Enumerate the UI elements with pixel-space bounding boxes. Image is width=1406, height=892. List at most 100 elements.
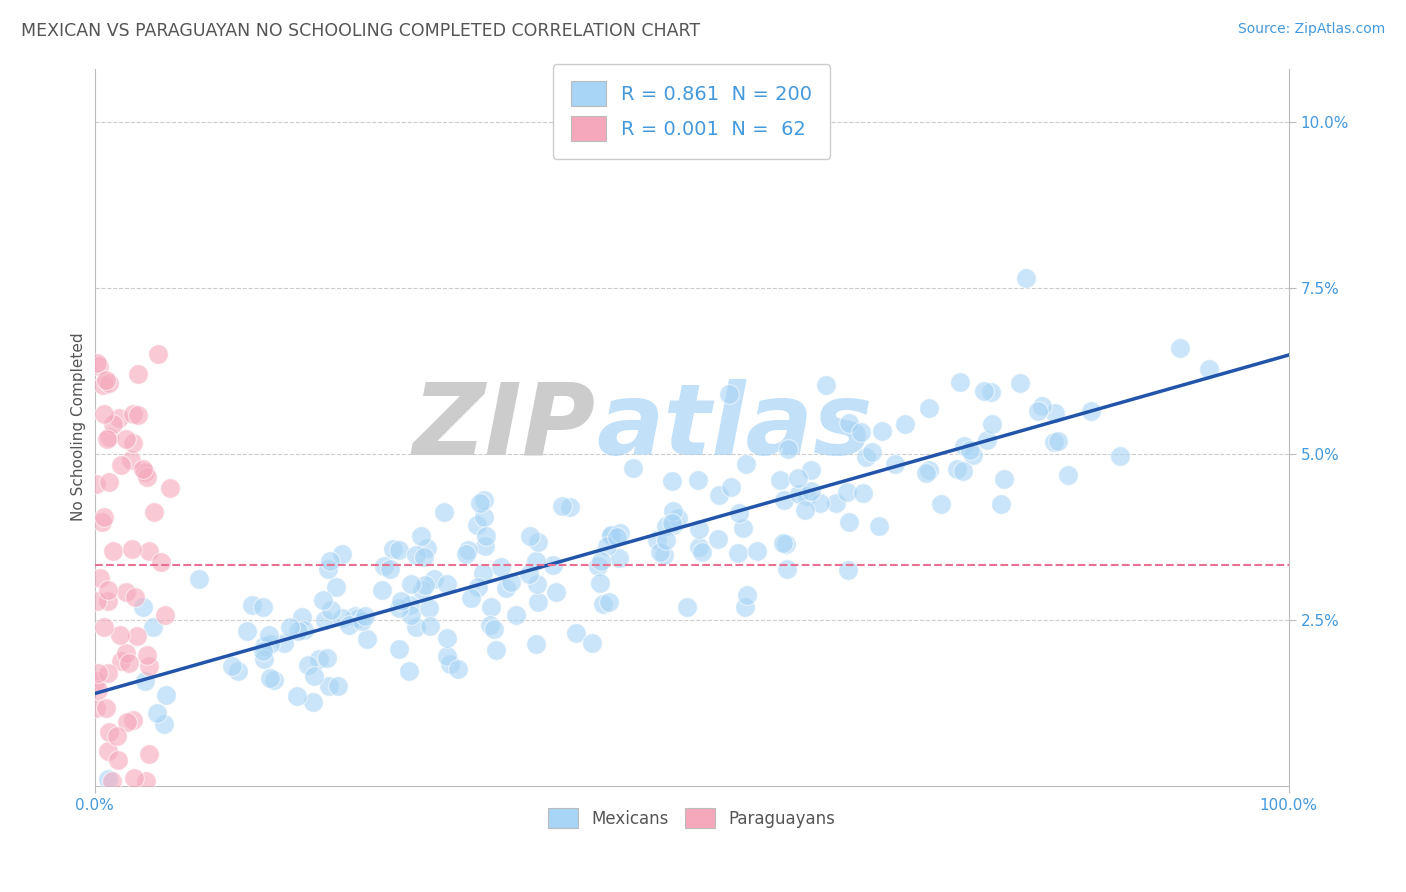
Point <box>388 642 411 657</box>
Point <box>526 577 548 591</box>
Point <box>252 643 274 657</box>
Point <box>478 617 501 632</box>
Point <box>98 430 121 444</box>
Legend: Mexicans, Paraguayans: Mexicans, Paraguayans <box>541 801 842 835</box>
Point <box>259 671 281 685</box>
Point <box>465 517 488 532</box>
Point <box>565 626 588 640</box>
Point <box>291 610 314 624</box>
Point <box>546 585 568 599</box>
Point <box>1031 399 1053 413</box>
Point <box>652 549 675 563</box>
Point <box>253 652 276 666</box>
Point <box>654 533 676 547</box>
Point <box>661 516 683 530</box>
Point <box>475 528 498 542</box>
Point <box>655 519 678 533</box>
Point <box>648 545 671 559</box>
Point <box>389 594 412 608</box>
Point <box>524 637 547 651</box>
Point <box>273 636 295 650</box>
Point <box>110 654 132 668</box>
Point <box>734 599 756 614</box>
Point <box>118 656 141 670</box>
Point <box>352 615 374 629</box>
Y-axis label: No Schooling Completed: No Schooling Completed <box>72 333 86 522</box>
Point <box>868 518 890 533</box>
Point <box>388 543 411 558</box>
Point <box>381 541 404 556</box>
Point <box>405 620 427 634</box>
Point <box>87 666 110 681</box>
Point <box>796 489 818 503</box>
Point <box>581 636 603 650</box>
Point <box>326 679 349 693</box>
Point <box>97 594 120 608</box>
Point <box>914 466 936 480</box>
Point <box>1057 467 1080 482</box>
Point <box>773 492 796 507</box>
Point <box>373 559 395 574</box>
Point <box>411 528 433 542</box>
Point <box>117 715 139 730</box>
Point <box>980 384 1002 399</box>
Point <box>591 554 613 568</box>
Point <box>353 608 375 623</box>
Point <box>236 624 259 639</box>
Point <box>330 547 353 561</box>
Point <box>474 539 496 553</box>
Point <box>315 651 337 665</box>
Point <box>388 601 411 615</box>
Point <box>917 463 939 477</box>
Point <box>527 535 550 549</box>
Point <box>980 417 1002 431</box>
Point <box>89 571 111 585</box>
Point <box>837 563 859 577</box>
Point <box>825 496 848 510</box>
Point <box>707 532 730 546</box>
Point <box>122 713 145 727</box>
Point <box>135 774 157 789</box>
Point <box>524 554 547 568</box>
Point <box>647 533 669 547</box>
Point <box>495 581 517 595</box>
Point <box>1026 404 1049 418</box>
Point <box>883 458 905 472</box>
Point <box>733 521 755 535</box>
Point <box>747 544 769 558</box>
Point <box>707 488 730 502</box>
Point <box>314 613 336 627</box>
Point <box>1047 434 1070 448</box>
Point <box>609 526 631 541</box>
Point <box>621 461 644 475</box>
Point <box>259 637 281 651</box>
Point <box>405 548 427 562</box>
Point <box>252 599 274 614</box>
Point <box>598 595 620 609</box>
Point <box>436 576 458 591</box>
Point <box>226 665 249 679</box>
Point <box>188 572 211 586</box>
Point <box>319 554 342 568</box>
Point <box>849 425 872 440</box>
Point <box>456 547 478 561</box>
Point <box>1043 435 1066 450</box>
Point <box>124 590 146 604</box>
Point <box>344 609 367 624</box>
Point <box>347 611 370 625</box>
Point <box>325 580 347 594</box>
Point <box>399 577 422 591</box>
Point <box>418 600 440 615</box>
Point <box>319 603 342 617</box>
Point <box>108 411 131 425</box>
Point <box>138 747 160 762</box>
Point <box>472 493 495 508</box>
Point <box>138 659 160 673</box>
Point <box>101 417 124 432</box>
Point <box>121 435 143 450</box>
Point <box>666 511 689 525</box>
Point <box>735 457 758 471</box>
Point <box>467 580 489 594</box>
Point <box>852 485 875 500</box>
Point <box>330 611 353 625</box>
